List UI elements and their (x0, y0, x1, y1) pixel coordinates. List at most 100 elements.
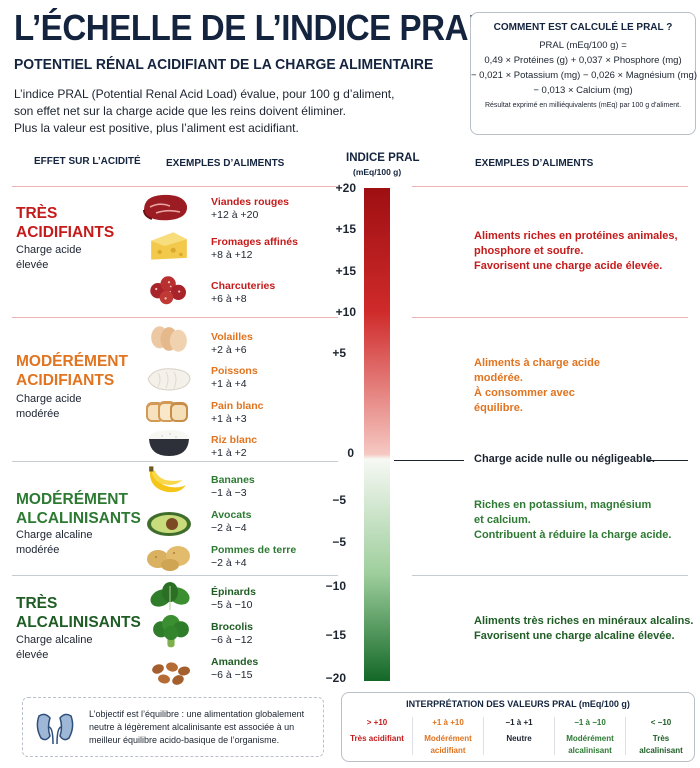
legend-range: < −10 (650, 718, 672, 727)
fish-fillet-icon (147, 368, 191, 391)
category-desc-line: Charge alcaline (16, 634, 93, 646)
food-name: Amandes (211, 656, 259, 668)
zero-line (648, 460, 688, 461)
food-item-bananas: Bananes −1 à −3 (211, 474, 255, 500)
potato-icon (147, 546, 190, 571)
food-item-avocados: Avocats −2 à −4 (211, 509, 251, 535)
food-range: +6 à +8 (211, 293, 247, 305)
food-item-white-rice: Riz blanc +1 à +2 (211, 434, 257, 460)
food-item-cheese: Fromages affinés +8 à +12 (211, 236, 298, 262)
category-moderately-alkalizing-title: MODÉRÉMENT ALCALINISANTS (16, 490, 141, 528)
category-moderately-alkalizing-examples: Riches en potassium, magnésium et calciu… (474, 498, 694, 543)
legend-item-very-acid: > +10 Très acidifiant (342, 717, 412, 745)
chicken-icon (151, 326, 187, 352)
legend-label: alcalinisant (639, 746, 683, 755)
food-name: Charcuteries (211, 280, 276, 292)
food-item-fish: Poissons +1 à +4 (211, 365, 258, 391)
category-title-line: TRÈS (16, 595, 58, 612)
legend-range: −1 à −10 (574, 718, 606, 727)
formula-line: − 0,013 × Calcium (mg) (533, 85, 633, 96)
banana-icon (149, 466, 186, 493)
food-item-broccoli: Brocolis −6 à −12 (211, 621, 253, 647)
food-name: Avocats (211, 509, 252, 521)
legend-item-moderate-alkaline: −1 à −10 Modérément alcalinisant (555, 717, 625, 757)
desc-line: Aliments très riches en minéraux alcalin… (474, 615, 694, 627)
red-meat-icon (143, 194, 188, 221)
scale-tick: 0 (347, 446, 354, 460)
desc-line: Contribuent à réduire la charge acide. (474, 529, 672, 541)
intro-line: Plus la valeur est positive, plus l’alim… (14, 121, 299, 135)
category-desc-line: Charge alcaline (16, 529, 93, 541)
food-range: −2 à −4 (211, 522, 247, 534)
category-moderately-acidifying-examples: Aliments à charge acide modérée. À conso… (474, 356, 694, 416)
food-name: Bananes (211, 474, 255, 486)
food-range: −2 à +4 (211, 557, 247, 569)
food-name: Pommes de terre (211, 544, 297, 556)
pral-gradient-bar (364, 188, 390, 681)
food-item-red-meat: Viandes rouges +12 à +20 (211, 196, 289, 222)
footnote-text: L’objectif est l’équilibre : une aliment… (89, 709, 305, 745)
scale-tick: −20 (325, 671, 346, 685)
food-name: Riz blanc (211, 434, 258, 446)
legend-item-very-alkaline: < −10 Très alcalinisant (626, 717, 696, 757)
rice-bowl-icon (149, 430, 189, 456)
cheese-icon (151, 232, 187, 260)
column-header-examples-right: EXEMPLES D’ALIMENTS (475, 158, 594, 169)
food-name: Fromages affinés (211, 236, 298, 248)
food-range: +1 à +2 (211, 447, 247, 459)
food-range: +8 à +12 (211, 249, 253, 261)
scale-tick: −15 (325, 628, 346, 642)
food-range: +2 à +6 (211, 344, 247, 356)
desc-line: modérée. (474, 372, 523, 384)
food-item-poultry: Volailles +2 à +6 (211, 331, 253, 357)
column-header-index: INDICE PRAL (346, 152, 420, 164)
legend-divider (483, 717, 484, 755)
intro-line: son effet net sur la charge acide que le… (14, 104, 346, 118)
category-moderately-alkalizing-desc: Charge alcaline modérée (16, 528, 126, 558)
category-very-acidifying-desc: Charge acide élevée (16, 243, 126, 273)
separator (12, 461, 338, 462)
formula-heading: COMMENT EST CALCULÉ LE PRAL ? (493, 22, 673, 33)
legend-label: Modérément (424, 734, 472, 743)
legend-heading: INTERPRÉTATION DES VALEURS PRAL (mEq/100… (406, 699, 630, 709)
food-name: Pain blanc (211, 400, 264, 412)
food-item-potatoes: Pommes de terre −2 à +4 (211, 544, 296, 570)
desc-line: À consommer avec (474, 387, 575, 399)
separator (12, 317, 338, 318)
food-name: Brocolis (211, 621, 254, 633)
legend-item-neutral: −1 à +1 Neutre (484, 717, 554, 745)
desc-line: Aliments à charge acide (474, 357, 600, 369)
category-desc-line: modérée (16, 544, 60, 556)
avocado-icon (147, 512, 191, 536)
legend-label: acidifiant (430, 746, 466, 755)
scale-tick: +10 (335, 305, 356, 319)
separator (412, 317, 688, 318)
column-header-examples-left: EXEMPLES D’ALIMENTS (166, 158, 285, 169)
category-title-line: TRÈS (16, 205, 58, 222)
food-name: Volailles (211, 331, 253, 343)
category-very-alkalizing-desc: Charge alcaline élevée (16, 633, 126, 663)
desc-line: et calcium. (474, 514, 531, 526)
category-moderately-acidifying-title: MODÉRÉMENT ACIDIFIANTS (16, 352, 128, 390)
formula-line: PRAL (mEq/100 g) = (539, 40, 627, 51)
zero-label: Charge acide nulle ou négligeable. (474, 453, 655, 465)
legend-label: Très (652, 734, 670, 743)
category-desc-line: élevée (16, 259, 49, 271)
spinach-icon (150, 582, 190, 610)
desc-line: phosphore et soufre. (474, 245, 584, 257)
separator (12, 186, 338, 187)
footnote-box: L’objectif est l’équilibre : une aliment… (22, 697, 324, 757)
food-item-cold-cuts: Charcuteries +6 à +8 (211, 280, 275, 306)
formula-line: 0,49 × Protéines (g) + 0,037 × Phosphore… (484, 55, 682, 66)
category-title-line: ACIDIFIANTS (16, 372, 115, 389)
food-item-almonds: Amandes −6 à −15 (211, 656, 258, 682)
separator (412, 575, 688, 576)
legend-divider (554, 717, 555, 755)
food-range: −6 à −15 (211, 669, 253, 681)
food-name: Épinards (211, 586, 256, 598)
column-header-index-unit: (mEq/100 g) (353, 167, 402, 177)
legend-box: INTERPRÉTATION DES VALEURS PRAL (mEq/100… (341, 692, 695, 762)
salami-icon (150, 276, 186, 305)
food-item-white-bread: Pain blanc +1 à +3 (211, 400, 264, 426)
desc-line: Favorisent une charge acide élevée. (474, 260, 663, 272)
